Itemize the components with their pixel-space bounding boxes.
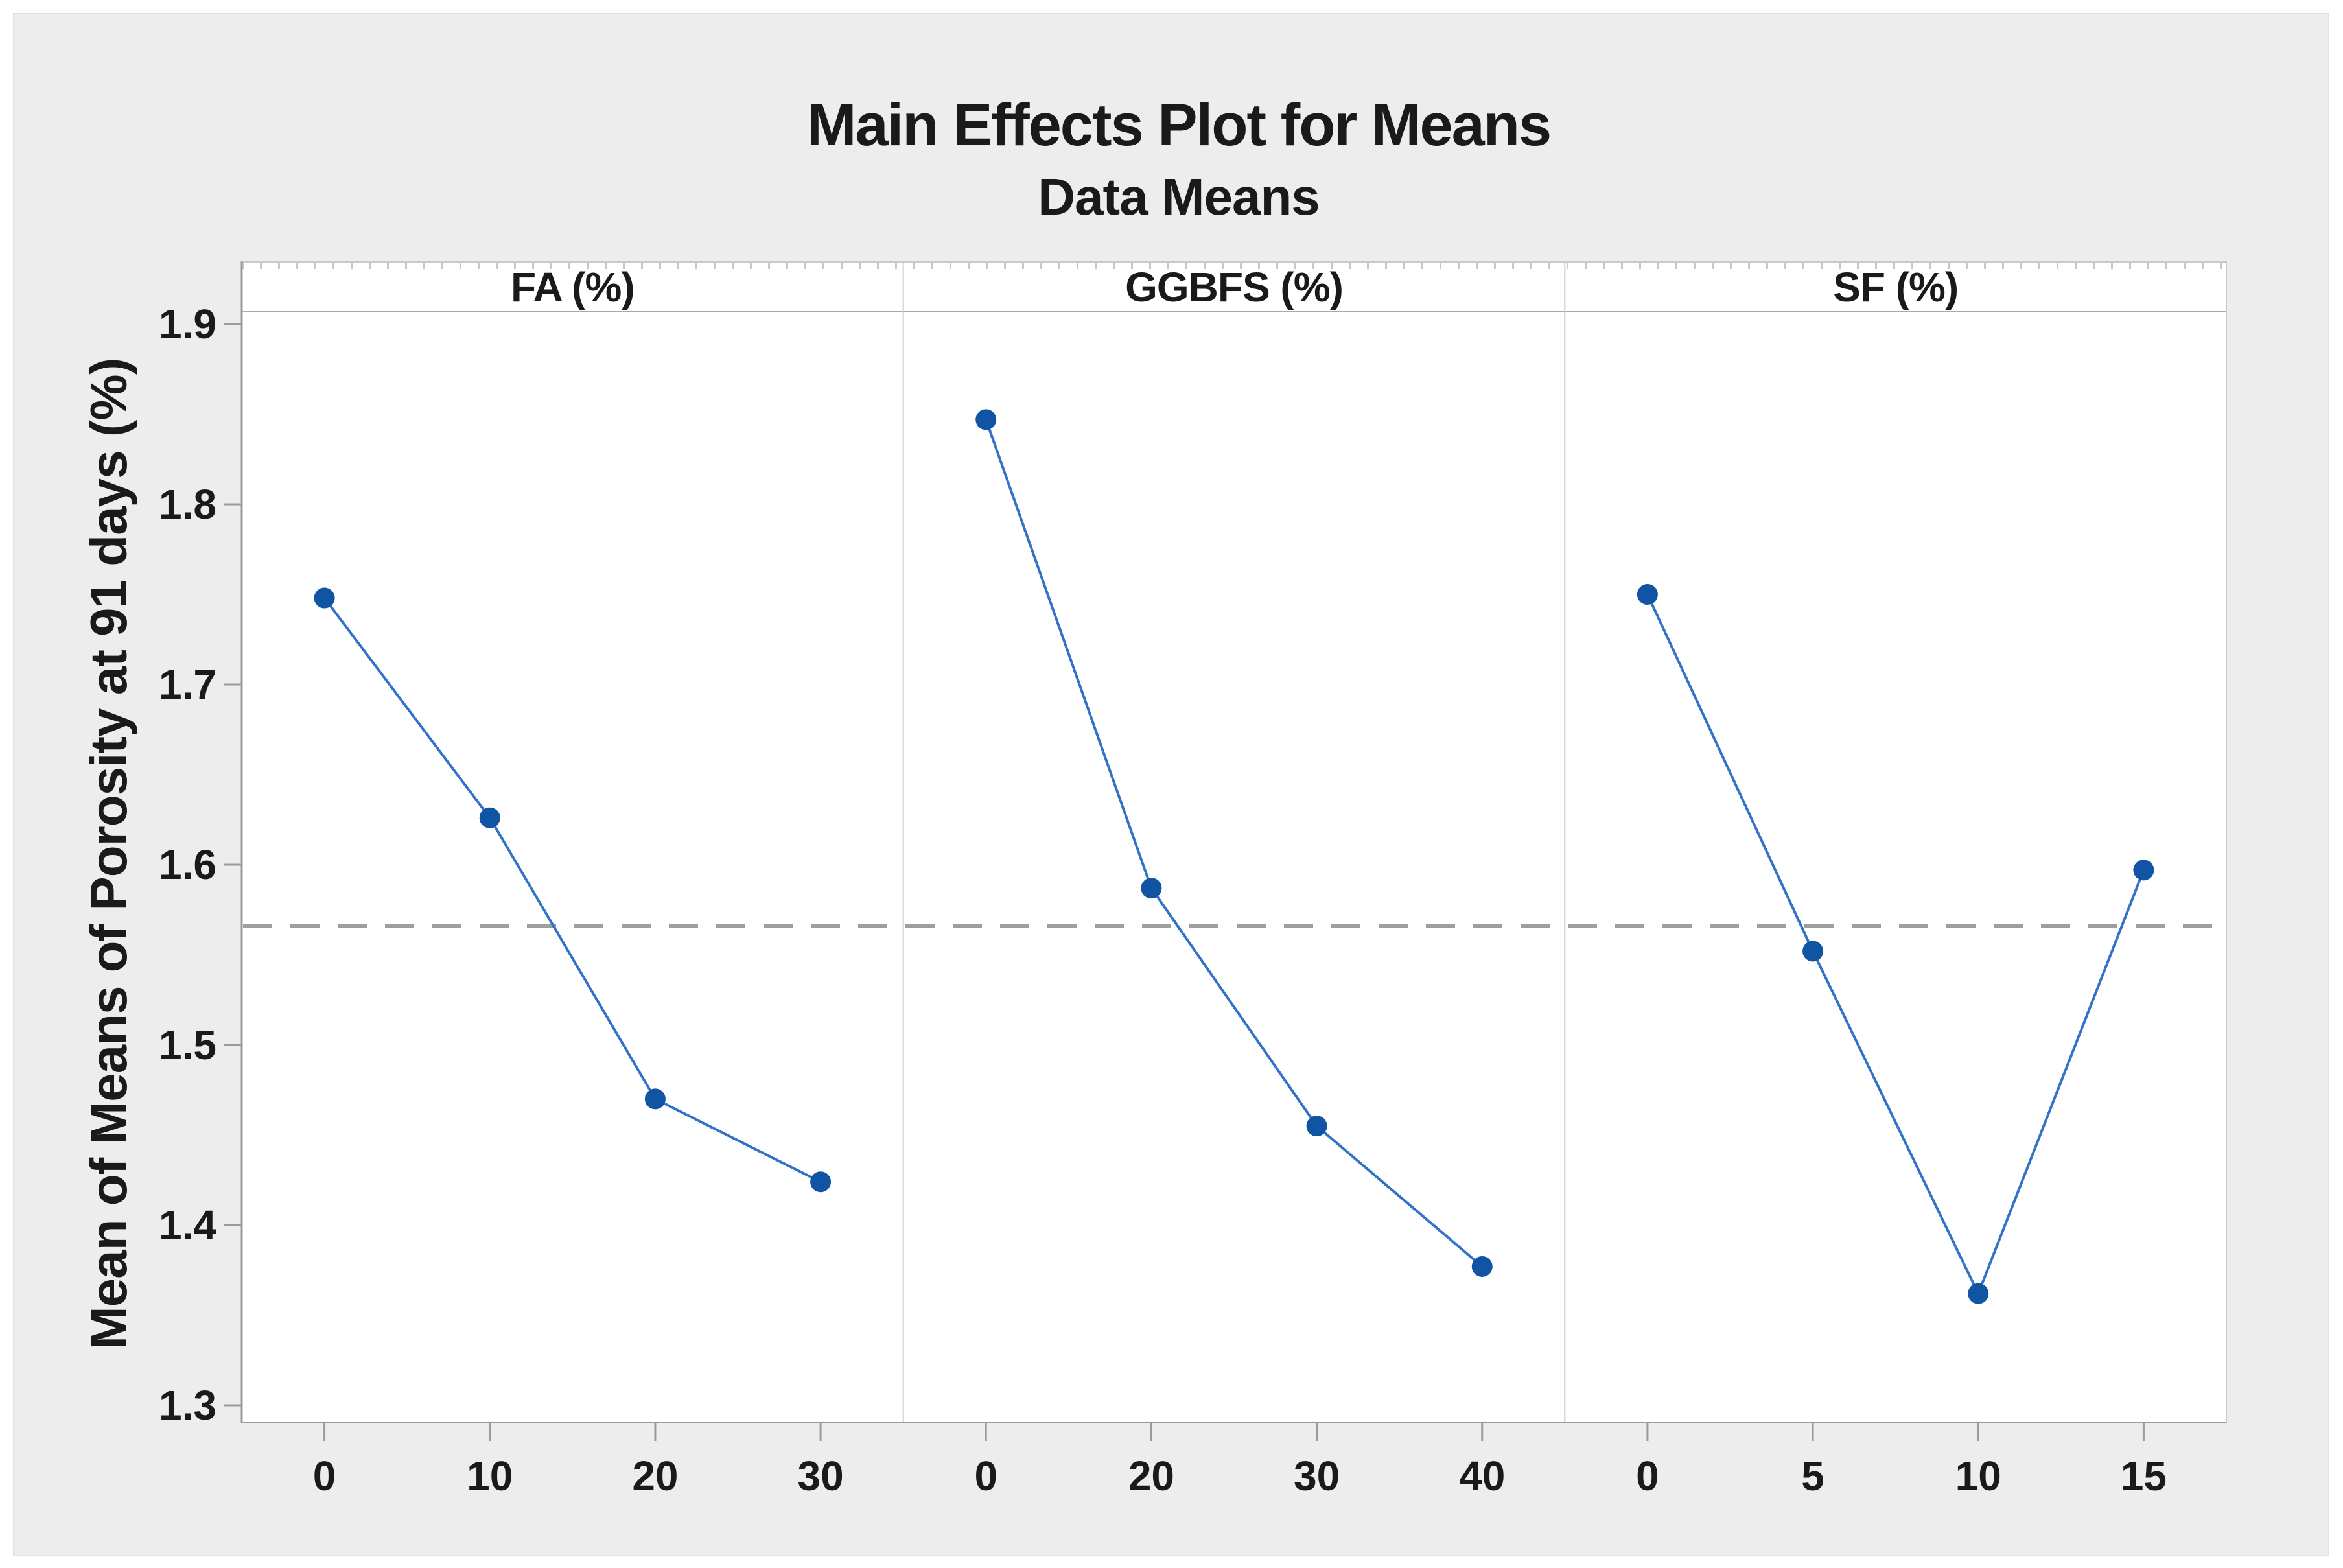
x-tick-label: 10 [1955,1453,2001,1499]
x-tick-label: 0 [1636,1453,1659,1499]
x-tick-label: 0 [312,1453,336,1499]
panel-header-fa: FA (%) [510,263,635,310]
x-tick-label: 20 [1128,1453,1174,1499]
panel-header-strip: FA (%) GGBFS (%) SF (%) [242,261,2226,312]
x-tick-label: 20 [632,1453,679,1499]
x-tick-label: 30 [1293,1453,1340,1499]
y-tick-label: 1.3 [159,1382,216,1429]
x-tick-label: 30 [797,1453,844,1499]
x-tick-label: 5 [1801,1453,1824,1499]
y-tick-label: 1.9 [159,301,216,347]
y-tick-label: 1.4 [159,1202,216,1248]
y-tick-label: 1.8 [159,481,216,528]
panel-header-sf: SF (%) [1833,263,1959,310]
x-tick-label: 15 [2120,1453,2167,1499]
panel-header-ggbfs: GGBFS (%) [1125,263,1344,310]
x-tick-label: 40 [1459,1453,1506,1499]
y-tick-label: 1.5 [159,1022,216,1068]
y-tick-label: 1.7 [159,661,216,708]
x-tick-label: 0 [974,1453,998,1499]
chart-subtitle: Data Means [1038,168,1320,226]
y-tick-label: 1.6 [159,841,216,888]
x-tick-label: 10 [467,1453,513,1499]
plot-area [242,312,2226,1423]
chart-title: Main Effects Plot for Means [806,92,1552,158]
